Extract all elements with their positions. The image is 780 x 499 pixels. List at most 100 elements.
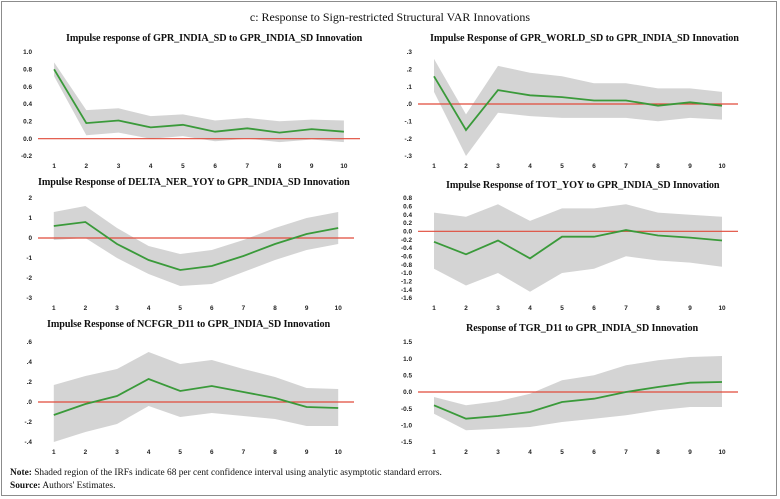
x-tick-label: 5 xyxy=(560,163,564,170)
x-tick-label: 1 xyxy=(52,449,56,456)
chart-gpr-world: -.3 -.2 -.1 .0 .1 .2 .3 1 2 3 4 5 6 7 8 9 10 xyxy=(405,49,738,170)
y-tick-label: -1.5 xyxy=(401,439,412,446)
x-tick-label: 10 xyxy=(718,163,726,170)
chart-delta-ner: -3 -2 -1 0 1 2 1 2 3 4 5 6 7 8 9 10 xyxy=(26,195,354,312)
x-tick-label: 4 xyxy=(528,449,532,456)
x-tick-label: 7 xyxy=(624,449,628,456)
y-tick-label: -.2 xyxy=(405,136,413,143)
y-tick-label: .6 xyxy=(27,339,33,346)
x-tick-label: 8 xyxy=(273,305,277,312)
y-tick-label: .2 xyxy=(407,67,413,74)
y-tick-label: 0.6 xyxy=(23,84,32,91)
x-tick-label: 10 xyxy=(335,449,343,456)
x-tick-label: 4 xyxy=(528,305,532,312)
x-tick-label: 7 xyxy=(624,305,628,312)
x-tick-label: 9 xyxy=(688,163,692,170)
x-tick-label: 6 xyxy=(592,163,596,170)
y-tick-label: 0.8 xyxy=(403,195,412,202)
chart-ncfgr: -.4 -.2 .0 .2 .4 .6 1 2 3 4 5 6 7 8 9 10 xyxy=(25,339,354,456)
x-tick-label: 3 xyxy=(115,305,119,312)
x-tick-label: 2 xyxy=(85,163,89,170)
y-tick-label: 0.6 xyxy=(403,204,412,211)
x-tick-label: 7 xyxy=(242,305,246,312)
x-tick-label: 4 xyxy=(149,163,153,170)
x-tick-label: 9 xyxy=(310,163,314,170)
response-line xyxy=(433,75,723,132)
source-label: Source: xyxy=(10,481,41,491)
x-tick-label: 6 xyxy=(213,163,217,170)
chart-title-ncfgr: Impulse Response of NCFGR_D11 to GPR_IND… xyxy=(47,319,331,330)
x-tick-label: 4 xyxy=(528,163,532,170)
chart-title-gpr-india: Impulse response of GPR_INDIA_SD to GPR_… xyxy=(66,33,363,44)
y-tick-label: -0.2 xyxy=(401,237,412,244)
x-tick-label: 2 xyxy=(464,305,468,312)
x-tick-label: 1 xyxy=(432,305,436,312)
y-tick-label: -.3 xyxy=(405,153,413,160)
y-tick-label: 1.0 xyxy=(23,49,32,56)
x-tick-label: 3 xyxy=(496,449,500,456)
x-tick-label: 7 xyxy=(242,449,246,456)
y-tick-label: 2 xyxy=(28,195,32,202)
y-tick-label: 0.4 xyxy=(403,212,412,219)
x-tick-label: 1 xyxy=(432,449,436,456)
y-tick-label: -1 xyxy=(26,255,32,262)
y-tick-label: -.1 xyxy=(405,119,413,126)
chart-gpr-india: -0.2 0.0 0.2 0.4 0.6 0.8 1.0 1 2 3 4 5 6 7 8 9 10 xyxy=(21,49,360,170)
confidence-band xyxy=(53,206,339,286)
x-tick-label: 10 xyxy=(335,305,343,312)
x-tick-label: 6 xyxy=(592,305,596,312)
response-line xyxy=(53,68,344,134)
y-tick-label: 0.0 xyxy=(23,136,32,143)
chart-title-delta-ner: Impulse Response of DELTA_NER_YOY to GPR… xyxy=(38,177,350,188)
confidence-band xyxy=(434,204,722,292)
source-text: Authors' Estimates. xyxy=(42,481,116,491)
x-tick-label: 6 xyxy=(210,305,214,312)
x-tick-label: 3 xyxy=(496,163,500,170)
y-tick-label: -.4 xyxy=(25,439,33,446)
y-tick-label: -2 xyxy=(26,275,32,282)
x-tick-label: 1 xyxy=(432,163,436,170)
y-tick-label: -0.2 xyxy=(21,153,32,160)
chart-tgr: -1.5 -1.0 -0.5 0.0 0.5 1.0 1.5 1 2 3 4 5 6 7 8 9 10 xyxy=(401,339,738,456)
y-tick-label: -1.2 xyxy=(401,279,412,286)
y-tick-label: 0.8 xyxy=(23,67,32,74)
chart-title-tot-yoy: Impulse Response of TOT_YOY to GPR_INDIA… xyxy=(446,180,720,191)
x-tick-label: 9 xyxy=(305,449,309,456)
x-tick-label: 9 xyxy=(688,305,692,312)
note-label: Note: xyxy=(10,468,32,478)
x-tick-label: 6 xyxy=(210,449,214,456)
y-tick-label: 0.0 xyxy=(403,229,412,236)
figure-note: Note: Shaded region of the IRFs indicate… xyxy=(10,468,442,478)
x-tick-label: 8 xyxy=(273,449,277,456)
y-tick-label: .0 xyxy=(407,101,413,108)
confidence-band xyxy=(434,356,722,431)
y-tick-label: -0.5 xyxy=(401,406,412,413)
figure-source: Source: Authors' Estimates. xyxy=(10,481,115,491)
y-tick-label: -3 xyxy=(26,295,32,302)
y-tick-label: -0.4 xyxy=(401,245,412,252)
y-tick-label: .1 xyxy=(407,84,413,91)
x-tick-label: 10 xyxy=(340,163,348,170)
response-line xyxy=(433,381,723,420)
confidence-band xyxy=(53,352,339,442)
x-tick-label: 10 xyxy=(718,449,726,456)
y-tick-label: .3 xyxy=(407,49,413,56)
y-tick-label: -1.0 xyxy=(401,270,412,277)
y-tick-label: 0 xyxy=(28,235,32,242)
x-tick-label: 3 xyxy=(496,305,500,312)
y-tick-label: .4 xyxy=(27,359,33,366)
x-tick-label: 8 xyxy=(656,163,660,170)
y-tick-label: 0.0 xyxy=(403,389,412,396)
chart-title-gpr-world: Impulse Response of GPR_WORLD_SD to GPR_… xyxy=(430,33,739,44)
x-tick-label: 5 xyxy=(178,305,182,312)
x-tick-label: 10 xyxy=(718,305,726,312)
y-tick-label: 1.0 xyxy=(403,356,412,363)
x-tick-label: 4 xyxy=(147,305,151,312)
x-tick-label: 2 xyxy=(464,449,468,456)
response-line xyxy=(53,378,339,416)
x-tick-label: 1 xyxy=(52,305,56,312)
response-line xyxy=(53,221,339,271)
x-tick-label: 2 xyxy=(464,163,468,170)
x-tick-label: 4 xyxy=(147,449,151,456)
y-tick-label: 1.5 xyxy=(403,339,412,346)
